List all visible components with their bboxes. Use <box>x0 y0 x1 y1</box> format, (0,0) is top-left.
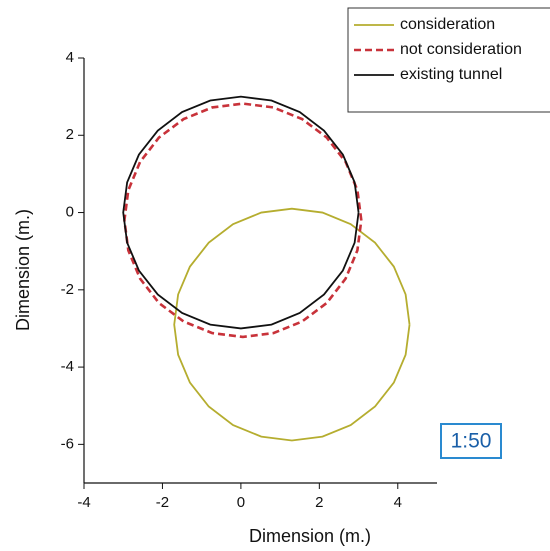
y-tick-label: 4 <box>66 49 74 66</box>
series-line <box>173 207 411 442</box>
legend-label: consideration <box>400 16 495 33</box>
y-tick-label: -6 <box>61 435 74 452</box>
x-tick-label: -4 <box>77 494 90 511</box>
x-tick-label: 2 <box>315 494 323 511</box>
y-tick-label: -2 <box>61 281 74 298</box>
x-axis-label: Dimension (m.) <box>249 526 371 546</box>
y-tick-label: 2 <box>66 126 74 143</box>
series-line <box>122 95 360 330</box>
annotation-box <box>440 423 502 459</box>
x-tick-label: -2 <box>156 494 169 511</box>
y-tick-label: 0 <box>66 204 74 221</box>
y-axis-label: Dimension (m.) <box>13 209 33 331</box>
legend-label: not consideration <box>400 41 522 58</box>
y-tick-label: -4 <box>61 358 74 375</box>
annotation: 1:50 <box>451 430 492 453</box>
legend-label: existing tunnel <box>400 66 502 83</box>
x-tick-label: 0 <box>237 494 245 511</box>
x-tick-label: 4 <box>394 494 402 511</box>
